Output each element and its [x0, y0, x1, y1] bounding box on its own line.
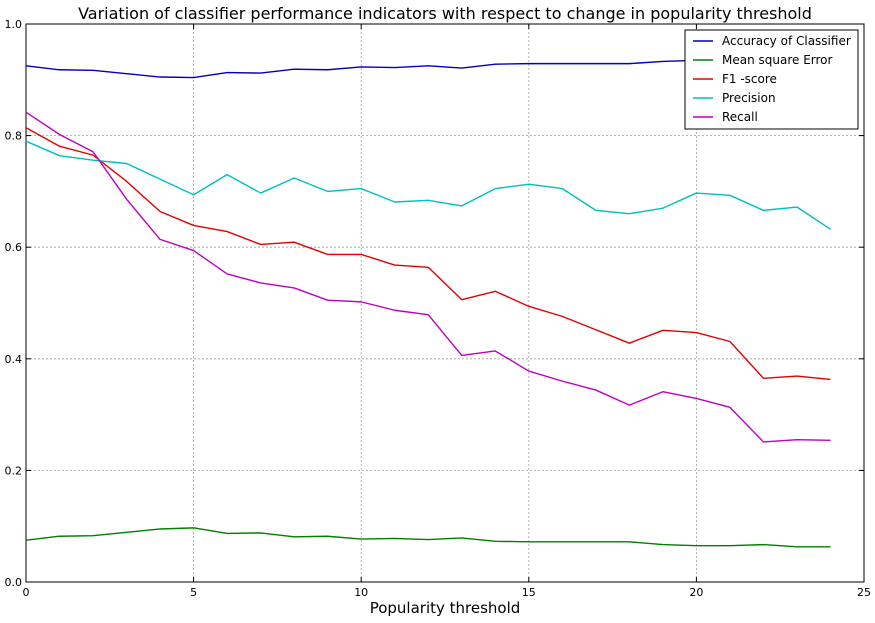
x-tick-label: 15 — [522, 586, 536, 599]
x-tick-labels: 0 5 10 15 20 25 — [23, 586, 872, 599]
x-axis-label: Popularity threshold — [370, 599, 521, 617]
legend-label: Recall — [722, 110, 758, 124]
y-tick-label: 1.0 — [5, 18, 23, 31]
legend-label: Accuracy of Classifier — [722, 34, 851, 48]
plot-area — [25, 23, 865, 583]
series-line-2 — [25, 527, 831, 548]
legend: Accuracy of Classifier Mean square Error F… — [684, 29, 859, 130]
y-tick-label: 0.2 — [5, 464, 23, 477]
series-line-4 — [25, 140, 831, 230]
x-tick-label: 0 — [23, 586, 30, 599]
series-line-5 — [25, 111, 831, 443]
legend-label: Mean square Error — [722, 53, 833, 67]
x-tick-label: 25 — [857, 586, 871, 599]
chart-title: Variation of classifier performance indi… — [78, 4, 812, 23]
series-lines — [25, 57, 831, 548]
axis-ticks — [25, 23, 865, 583]
legend-items: Accuracy of Classifier Mean square Error F… — [693, 34, 851, 124]
x-tick-label: 5 — [190, 586, 197, 599]
y-tick-labels: 0.0 0.2 0.4 0.6 0.8 1.0 — [5, 18, 23, 589]
legend-label: F1 -score — [722, 72, 777, 86]
series-line-3 — [25, 127, 831, 381]
legend-label: Precision — [722, 91, 776, 105]
x-tick-label: 20 — [689, 586, 703, 599]
y-tick-label: 0.6 — [5, 241, 23, 254]
y-tick-label: 0.8 — [5, 130, 23, 143]
y-tick-label: 0.0 — [5, 576, 23, 589]
legend-box — [684, 29, 859, 130]
y-tick-label: 0.4 — [5, 353, 23, 366]
x-tick-label: 10 — [354, 586, 368, 599]
